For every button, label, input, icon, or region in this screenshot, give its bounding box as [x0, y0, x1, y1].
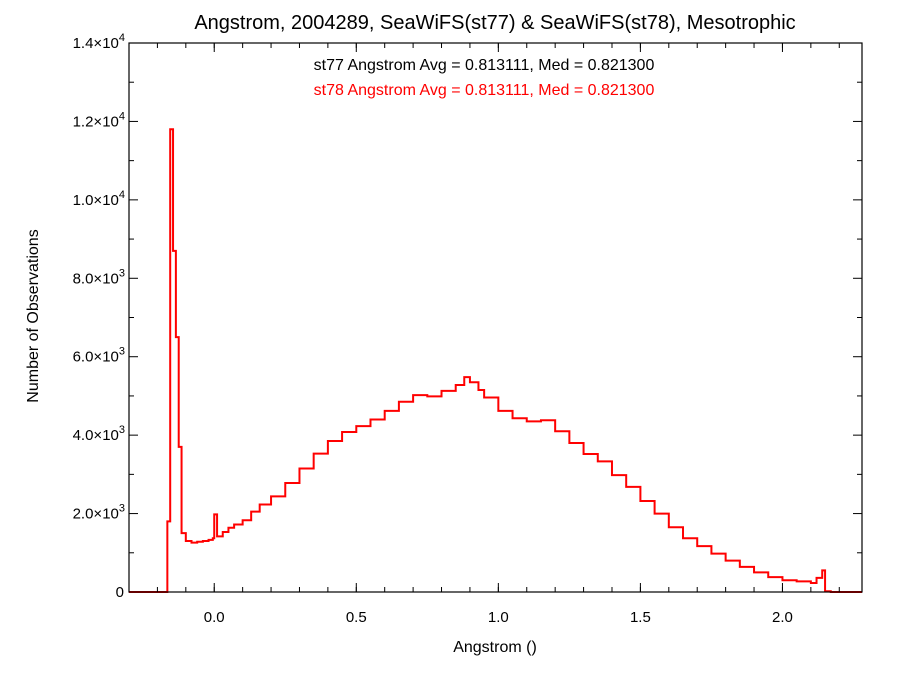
y-tick-label: 0	[116, 584, 124, 601]
x-tick-label: 0.0	[204, 609, 225, 626]
annotation-st77: st77 Angstrom Avg = 0.813111, Med = 0.82…	[314, 57, 655, 74]
y-tick-label: 1.0×104	[73, 189, 125, 209]
y-tick-label: 4.0×103	[73, 424, 125, 444]
x-tick-label: 0.5	[346, 609, 367, 626]
x-axis-ticks: 0.0 0.5 1.0 1.5 2.0	[156, 43, 840, 626]
x-axis-label: Angstrom ()	[453, 639, 537, 656]
plot-area	[129, 128, 862, 593]
x-tick-label: 1.5	[630, 609, 651, 626]
y-tick-label: 1.2×104	[73, 110, 125, 130]
y-axis-ticks: 0 2.0×103 4.0×103 6.0×103 8.0×103 1.0×104 1.2×…	[73, 32, 862, 601]
x-tick-label: 2.0	[772, 609, 793, 626]
y-tick-label: 6.0×103	[73, 346, 125, 366]
y-axis-label: Number of Observations	[25, 229, 42, 402]
y-tick-label: 2.0×103	[73, 503, 125, 523]
annotation-st78: st78 Angstrom Avg = 0.813111, Med = 0.82…	[314, 82, 655, 99]
histogram-series-line	[129, 128, 862, 593]
x-tick-label: 1.0	[488, 609, 509, 626]
y-tick-label: 8.0×103	[73, 267, 125, 287]
chart-title: Angstrom, 2004289, SeaWiFS(st77) & SeaWi…	[194, 12, 795, 34]
plot-frame	[128, 42, 863, 593]
y-tick-label: 1.4×104	[73, 32, 125, 52]
